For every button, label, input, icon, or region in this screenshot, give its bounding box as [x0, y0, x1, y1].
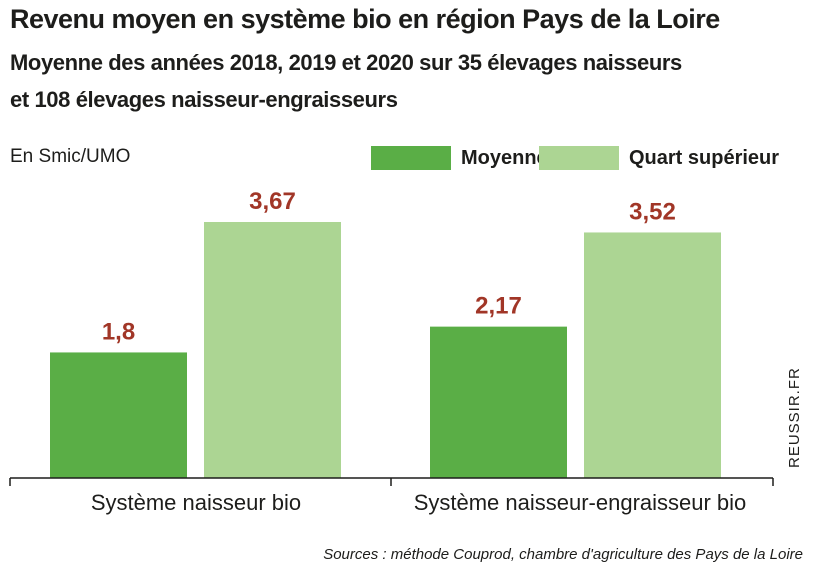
- legend-item-moyenne: Moyenne: [371, 144, 548, 172]
- data-label-moyenne-2: 2,17: [475, 293, 522, 320]
- data-label-quart-superieur-1: 3,67: [249, 188, 296, 215]
- legend-label-moyenne: Moyenne: [461, 146, 548, 169]
- bar-moyenne-2: [430, 326, 567, 478]
- subtitle-line-2: et 108 élevages naisseur-engraisseurs: [10, 87, 398, 112]
- source-note: Sources : méthode Couprod, chambre d'agr…: [323, 546, 803, 563]
- legend: Moyenne Quart supérieur: [0, 144, 823, 174]
- legend-item-quart-superieur: Quart supérieur: [539, 144, 779, 172]
- bar-quart-superieur-1: [204, 222, 341, 478]
- bar-quart-superieur-2: [584, 232, 721, 478]
- category-label-2: Système naisseur-engraisseur bio: [414, 490, 747, 515]
- chart-title: Revenu moyen en système bio en région Pa…: [10, 4, 720, 34]
- data-label-moyenne-1: 1,8: [102, 318, 135, 345]
- data-label-quart-superieur-2: 3,52: [629, 198, 676, 225]
- watermark: REUSSIR.FR: [786, 367, 803, 468]
- legend-swatch-moyenne: [371, 146, 451, 170]
- legend-swatch-quart-superieur: [539, 146, 619, 170]
- y-axis-unit-label: En Smic/UMO: [10, 146, 131, 167]
- legend-label-quart-superieur: Quart supérieur: [629, 146, 780, 169]
- bar-moyenne-1: [50, 352, 187, 478]
- chart-subtitle: Moyenne des années 2018, 2019 et 2020 su…: [10, 44, 682, 118]
- subtitle-line-1: Moyenne des années 2018, 2019 et 2020 su…: [10, 50, 682, 75]
- category-label-1: Système naisseur bio: [91, 490, 301, 515]
